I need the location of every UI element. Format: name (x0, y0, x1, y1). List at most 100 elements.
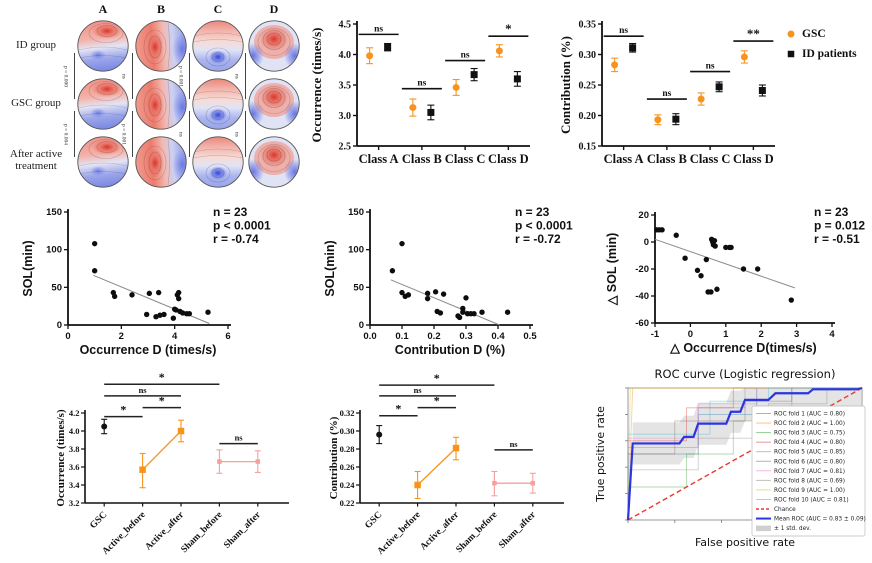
data-point (712, 243, 718, 249)
svg-text:p < 0.0001: p < 0.0001 (515, 219, 573, 233)
data-point (460, 305, 466, 312)
data-point (91, 240, 98, 247)
svg-text:*: * (395, 402, 401, 416)
svg-text:Occurrence (times/s): Occurrence (times/s) (309, 28, 324, 143)
svg-text:4: 4 (829, 329, 835, 340)
data-point (728, 244, 734, 251)
panel-occurrence-treatment: 3.2 3.4 3.6 3.8 4.0 4.2 Occurrence (times/s) GS… (55, 368, 328, 563)
topomap-comparison-a-12: p = 0.000 (55, 50, 75, 102)
data-point (384, 43, 392, 51)
data-point (399, 240, 405, 247)
svg-text:r = -0.51: r = -0.51 (814, 232, 860, 246)
svg-text:0: 0 (359, 320, 364, 331)
topomap-column-header-a: A (98, 2, 108, 16)
roc-chance-line (627, 387, 863, 521)
panel-sol-vs-occurrence-d: 0 2 4 6 0 50 100 150 Occurrence D (times/s) SOL(m… (18, 196, 304, 372)
data-point (463, 295, 469, 301)
data-point (440, 291, 447, 297)
svg-text:3.8: 3.8 (69, 444, 80, 454)
svg-text:Occurrence (times/s): Occurrence (times/s) (55, 409, 67, 507)
data-point (611, 61, 619, 69)
data-point (673, 232, 679, 238)
svg-text:p < 0.0001: p < 0.0001 (213, 219, 271, 233)
data-point (492, 480, 497, 486)
svg-text:0.3: 0.3 (459, 331, 472, 342)
svg-text:GSC: GSC (88, 510, 109, 531)
roc-fold-line (627, 387, 862, 520)
data-point (659, 227, 665, 233)
roc-fold-line (627, 387, 862, 521)
svg-text:△ SOL (min): △ SOL (min) (605, 233, 619, 307)
panel-topomaps: A B C D ID group GSC group After active … (6, 2, 306, 194)
svg-text:3.0: 3.0 (339, 111, 352, 122)
data-point (456, 314, 463, 321)
data-point (170, 315, 177, 321)
data-point (389, 268, 396, 274)
svg-text:0.26: 0.26 (340, 462, 355, 472)
svg-text:ns: ns (706, 62, 715, 72)
svg-text:0.1: 0.1 (395, 331, 409, 342)
svg-text:0: 0 (65, 331, 70, 342)
svg-text:ns: ns (374, 24, 383, 34)
dsol_vs_doccurrenceD-chart: -1 0 1 2 3 4 -60 -40 -20 0 20 △ Occurrence D(times/… (605, 205, 865, 355)
svg-text:*: * (434, 394, 440, 408)
svg-text:0.2: 0.2 (427, 331, 440, 342)
svg-text:Sham_after: Sham_after (222, 510, 263, 551)
svg-text:n = 23: n = 23 (515, 205, 550, 219)
svg-text:Sham_after: Sham_after (497, 510, 538, 551)
data-point (504, 309, 511, 315)
data-point (787, 50, 795, 58)
roc-fold-line (627, 387, 862, 520)
data-point (177, 427, 185, 435)
svg-text:3.2: 3.2 (69, 498, 80, 508)
topomap-id-class-d (248, 20, 300, 72)
roc-fold-line (627, 387, 862, 520)
data-point (376, 431, 383, 438)
data-point (715, 83, 723, 91)
svg-text:-60: -60 (635, 318, 649, 329)
data-point (697, 95, 705, 103)
topomap-comparison-a-23: p = 0.004 (55, 108, 75, 160)
svg-text:ROC fold 1 (AUC = 0.80): ROC fold 1 (AUC = 0.80) (774, 412, 845, 418)
data-point (698, 273, 704, 279)
svg-text:SOL(min): SOL(min) (21, 240, 35, 296)
data-point (424, 290, 431, 297)
data-point (409, 104, 417, 112)
svg-text:ROC fold 7 (AUC = 0.81): ROC fold 7 (AUC = 0.81) (774, 469, 845, 475)
svg-text:0.32: 0.32 (340, 408, 355, 418)
svg-text:ns: ns (619, 26, 628, 36)
panel-sol-vs-contribution-d: 0.0 0.1 0.2 0.3 0.4 0.5 0 50 100 150 Contribution … (303, 196, 589, 372)
svg-text:0.4: 0.4 (491, 331, 505, 342)
svg-text:0.20: 0.20 (579, 111, 597, 122)
svg-text:ns: ns (510, 439, 519, 449)
svg-text:*: * (159, 370, 165, 384)
roc-chart: ROC curve (Logistic regression) False pos… (594, 367, 866, 549)
data-point (460, 309, 466, 315)
data-point (432, 289, 439, 295)
sol_vs_occurrenceD-chart: 0 2 4 6 0 50 100 150 Occurrence D (times/s) SOL(m… (21, 205, 271, 357)
svg-text:r = -0.74: r = -0.74 (213, 232, 259, 246)
svg-text:0.30: 0.30 (340, 426, 355, 436)
topomap-comparison-c-12: p = 0.001 (170, 50, 190, 102)
topomap-comparison-b-23: p = 0.001 (113, 108, 133, 160)
data-point (703, 256, 710, 263)
data-point (427, 108, 435, 116)
data-point (217, 459, 222, 464)
roc-fold-line (627, 387, 862, 521)
svg-text:Class B: Class B (647, 152, 687, 166)
svg-text:0.28: 0.28 (340, 444, 355, 454)
data-point (452, 444, 460, 452)
svg-text:Class A: Class A (604, 152, 644, 166)
sol_vs_contributionD-chart: 0.0 0.1 0.2 0.3 0.4 0.5 0 50 100 150 Contribution … (323, 205, 573, 357)
data-point (405, 292, 412, 298)
svg-text:GSC: GSC (363, 510, 384, 531)
roc-fold-line (627, 387, 862, 520)
svg-text:0.25: 0.25 (579, 81, 597, 92)
svg-text:Class B: Class B (402, 152, 442, 166)
svg-text:p = 0.012: p = 0.012 (814, 219, 865, 233)
svg-text:ROC fold 3 (AUC = 0.75): ROC fold 3 (AUC = 0.75) (774, 431, 845, 437)
svg-text:100: 100 (46, 245, 62, 256)
svg-text:Chance: Chance (774, 507, 796, 513)
svg-text:± 1 std. dev.: ± 1 std. dev. (774, 526, 811, 532)
data-point (91, 268, 98, 274)
